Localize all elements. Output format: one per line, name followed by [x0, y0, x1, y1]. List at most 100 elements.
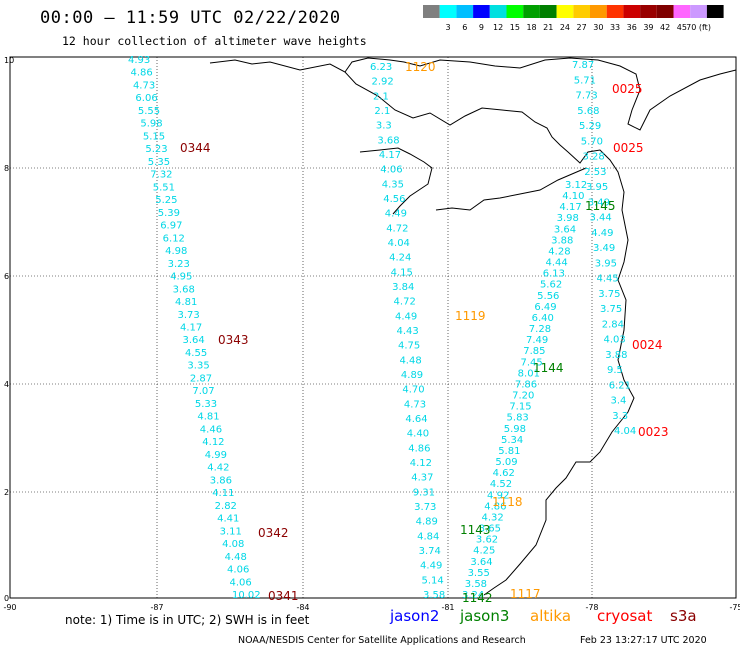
- track-value-s3a: 3.73: [178, 310, 200, 321]
- track-value-cryosat: 3.88: [605, 350, 627, 361]
- track-value-cryosat: 3.44: [590, 213, 612, 224]
- track-value-altika: 6.23: [370, 62, 392, 73]
- track-time-label: 1117: [510, 587, 541, 601]
- color-scale-label: 45: [677, 23, 687, 32]
- y-tick-label: 8: [4, 164, 9, 173]
- track-value-jason3: 4.52: [490, 479, 512, 490]
- track-value-altika: 4.24: [389, 253, 411, 264]
- track-value-cryosat: 2.53: [584, 167, 606, 178]
- track-value-jason3: 3.55: [468, 568, 490, 579]
- coastline: [209, 57, 737, 596]
- track-time-label: 0023: [638, 425, 669, 439]
- track-time-label: 0341: [268, 589, 299, 603]
- track-value-s3a: 5.98: [140, 119, 162, 130]
- color-swatch: [690, 5, 707, 18]
- track-value-altika: 4.64: [405, 414, 427, 425]
- track-time-label: 1145: [585, 199, 616, 213]
- track-value-jason3: 3.98: [557, 213, 579, 224]
- track-value-s3a: 7.07: [192, 386, 214, 397]
- color-scale-label: 70 (ft): [686, 23, 711, 32]
- track-value-s3a: 5.15: [143, 131, 165, 142]
- track-value-cryosat: 4.49: [591, 228, 613, 239]
- track-value-s3a: 3.86: [210, 475, 232, 486]
- track-value-jason3: 3.12: [565, 180, 587, 191]
- track-value-s3a: 5.23: [145, 144, 167, 155]
- track-value-jason3: 4.32: [481, 512, 503, 523]
- track-value-altika: 2.1: [373, 91, 389, 102]
- track-value-cryosat: 2.84: [602, 319, 624, 330]
- color-swatch: [673, 5, 691, 18]
- map-grid: [9, 56, 737, 599]
- x-tick-label: -84: [296, 603, 309, 612]
- track-value-s3a: 4.42: [207, 463, 229, 474]
- color-swatch: [423, 5, 440, 18]
- track-value-s3a: 4.93: [128, 55, 150, 66]
- color-swatch: [473, 5, 490, 18]
- color-scale-label: 18: [526, 23, 536, 32]
- track-value-altika: 2.92: [371, 77, 393, 88]
- color-scale-label: 36: [627, 23, 637, 32]
- track-value-s3a: 5.25: [155, 195, 177, 206]
- track-value-cryosat: 3.95: [595, 258, 617, 269]
- track-value-altika: 4.72: [386, 223, 408, 234]
- color-swatch: [539, 5, 557, 18]
- track-value-s3a: 7.32: [150, 170, 172, 181]
- track-time-label: 0024: [632, 338, 663, 352]
- track-value-s3a: 5.55: [138, 106, 160, 117]
- track-value-altika: 9.31: [413, 487, 435, 498]
- credit-line: NOAA/NESDIS Center for Satellite Applica…: [238, 635, 526, 646]
- track-time-label: 1120: [405, 60, 436, 74]
- track-value-jason3: 7.85: [523, 346, 545, 357]
- track-value-cryosat: 3.4: [611, 396, 627, 407]
- color-scale-label: 3: [446, 23, 451, 32]
- x-tick-label: -81: [441, 603, 454, 612]
- x-tick-label: -75: [729, 603, 740, 612]
- legend-s3a: s3a: [670, 607, 697, 625]
- axis-ticks: -90 -87 -84 -81 -78 -75 0 2 4 6 8 10: [3, 56, 740, 612]
- color-scale-label: 9: [479, 23, 484, 32]
- track-value-cryosat: 3.75: [600, 304, 622, 315]
- track-value-altika: 3.73: [414, 502, 436, 513]
- track-time-label: 1142: [462, 591, 493, 605]
- track-value-altika: 4.86: [408, 443, 430, 454]
- track-value-altika: 4.43: [397, 326, 419, 337]
- color-swatch: [439, 5, 457, 18]
- color-scale-label: 33: [610, 23, 620, 32]
- track-value-jason3: 3.64: [470, 557, 492, 568]
- track-value-s3a: 5.39: [158, 208, 180, 219]
- track-time-label: 0342: [258, 526, 289, 540]
- track-value-altika: 4.15: [391, 267, 413, 278]
- track-value-cryosat: 5.71: [574, 75, 596, 86]
- track-value-s3a: 6.12: [163, 233, 185, 244]
- track-value-s3a: 4.17: [180, 323, 202, 334]
- color-scale-label: 24: [560, 23, 570, 32]
- y-tick-label: 2: [4, 488, 9, 497]
- color-scale-label: 42: [660, 23, 670, 32]
- y-tick-label: 0: [4, 594, 9, 603]
- track-time-label: 0025: [613, 141, 644, 155]
- color-scale-label: 6: [462, 23, 467, 32]
- color-swatch: [656, 5, 674, 18]
- track-value-altika: 3.58: [423, 590, 445, 601]
- track-value-altika: 3.68: [377, 135, 399, 146]
- legend-cryosat: cryosat: [597, 607, 653, 625]
- legend-altika: altika: [530, 607, 572, 625]
- track-value-jason3: 3.64: [554, 224, 576, 235]
- track-value-altika: 4.12: [410, 458, 432, 469]
- color-scale-label: 30: [593, 23, 603, 32]
- track-value-s3a: 2.82: [215, 501, 237, 512]
- track-value-altika: 4.89: [416, 517, 438, 528]
- track-value-cryosat: 3.28: [583, 152, 605, 163]
- track-value-jason3: 4.62: [493, 468, 515, 479]
- track-value-s3a: 4.86: [130, 68, 152, 79]
- coastline-peninsula: [359, 147, 433, 215]
- track-value-altika: 4.84: [417, 531, 439, 542]
- track-value-altika: 4.56: [383, 194, 405, 205]
- track-value-s3a: 3.23: [168, 259, 190, 270]
- track-value-jason3: 6.40: [532, 313, 554, 324]
- track-value-s3a: 4.81: [197, 412, 219, 423]
- coastline-gulf: [435, 167, 587, 211]
- track-value-jason3: 6.13: [543, 269, 565, 280]
- track-time-label: 0343: [218, 333, 249, 347]
